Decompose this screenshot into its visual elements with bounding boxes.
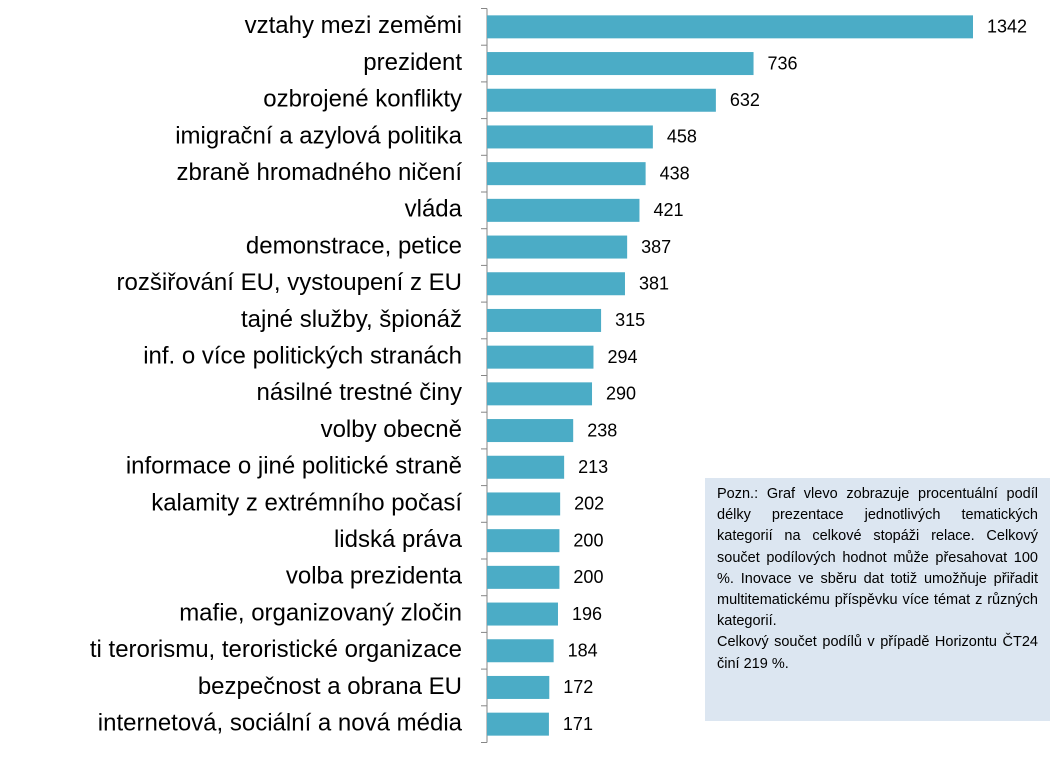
value-label: 294 [607, 347, 637, 367]
value-label: 290 [606, 384, 636, 404]
bar [487, 88, 716, 112]
value-label: 196 [572, 604, 602, 624]
category-label: volby obecně [321, 416, 462, 443]
bar [487, 382, 593, 406]
category-label: mafie, organizovaný zločin [179, 599, 462, 626]
category-label: prezident [363, 49, 462, 76]
value-label: 202 [574, 494, 604, 514]
category-label: tajné služby, špionáž [241, 306, 462, 333]
bar [487, 52, 754, 76]
category-label: volba prezidenta [286, 563, 463, 590]
value-label: 184 [568, 641, 598, 661]
value-label: 1342 [987, 17, 1027, 37]
bar [487, 419, 574, 443]
bar [487, 15, 973, 39]
bar [487, 492, 561, 516]
category-label: informace o jiné politické straně [126, 453, 462, 480]
category-label: demonstrace, petice [246, 232, 462, 259]
bar [487, 235, 628, 259]
category-label: zbraně hromadného ničení [176, 159, 462, 186]
bar [487, 639, 554, 663]
value-label: 438 [660, 163, 690, 183]
bar [487, 529, 560, 553]
bar [487, 198, 640, 222]
category-label: ozbrojené konflikty [263, 86, 462, 113]
bar [487, 345, 594, 369]
value-label: 200 [573, 567, 603, 587]
value-label: 632 [730, 90, 760, 110]
bar [487, 602, 558, 626]
bar [487, 125, 653, 149]
value-label: 387 [641, 237, 671, 257]
note-text: Celkový součet podílů v případě Horizont… [717, 634, 1038, 672]
value-label: 315 [615, 310, 645, 330]
category-label: inf. o více politických stranách [143, 342, 462, 369]
category-label: internetová, sociální a nová média [98, 709, 463, 736]
bar [487, 565, 560, 589]
category-label: lidská práva [334, 526, 463, 553]
bar [487, 162, 646, 186]
value-label: 238 [587, 420, 617, 440]
value-label: 381 [639, 274, 669, 294]
value-label: 200 [573, 530, 603, 550]
bar [487, 272, 625, 296]
category-label: vztahy mezi zeměmi [245, 12, 462, 39]
category-label: rozšiřování EU, vystoupení z EU [117, 269, 462, 296]
category-label: imigrační a azylová politika [175, 122, 462, 149]
category-label: kalamity z extrémního počasí [151, 489, 462, 516]
value-label: 421 [653, 200, 683, 220]
value-label: 736 [768, 53, 798, 73]
note-box: Pozn.: Graf vlevo zobrazuje procentuální… [705, 478, 1050, 721]
bar [487, 308, 602, 332]
value-label: 172 [563, 677, 593, 697]
value-label: 458 [667, 127, 697, 147]
category-label: násilné trestné činy [257, 379, 462, 406]
bar [487, 712, 549, 736]
bar [487, 455, 565, 479]
note-text: Pozn.: Graf vlevo zobrazuje procentuální… [717, 486, 1038, 630]
value-label: 213 [578, 457, 608, 477]
bar [487, 675, 550, 699]
value-label: 171 [563, 714, 593, 734]
category-label: bezpečnost a obrana EU [198, 673, 462, 700]
category-label: ti terorismu, teroristické organizace [90, 636, 462, 663]
category-label: vláda [405, 196, 463, 223]
